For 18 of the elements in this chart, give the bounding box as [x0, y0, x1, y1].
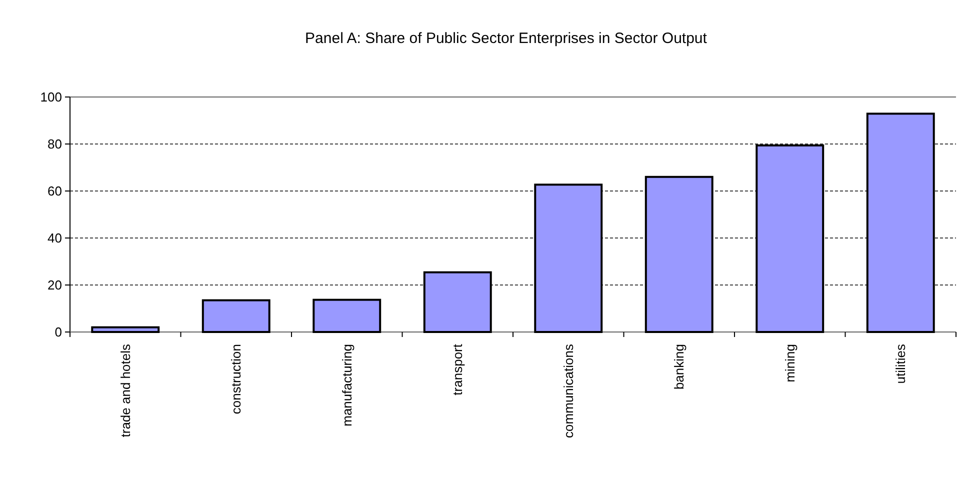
y-tick-label: 40 [48, 230, 62, 246]
x-tick-label: banking [672, 344, 687, 390]
y-tick-label: 60 [48, 184, 62, 199]
bar [312, 298, 382, 333]
x-tick-label: mining [782, 344, 798, 382]
y-tick-label: 80 [48, 136, 62, 152]
x-tick-label: communications [560, 344, 576, 438]
x-tick-label: manufacturing [339, 344, 354, 426]
y-tick-label: 20 [48, 278, 62, 293]
x-tick-label: trade and hotels [118, 344, 133, 438]
x-tick-label: transport [450, 344, 466, 396]
bar [202, 299, 270, 333]
y-tick-label: 0 [54, 324, 62, 340]
bar [91, 326, 160, 333]
chart-title: Panel A: Share of Public Sector Enterprises in Sector Output [305, 30, 708, 47]
x-tick-label: utilities [893, 344, 908, 384]
x-tick-label: construction [228, 344, 244, 414]
y-tick-label: 100 [40, 90, 62, 105]
